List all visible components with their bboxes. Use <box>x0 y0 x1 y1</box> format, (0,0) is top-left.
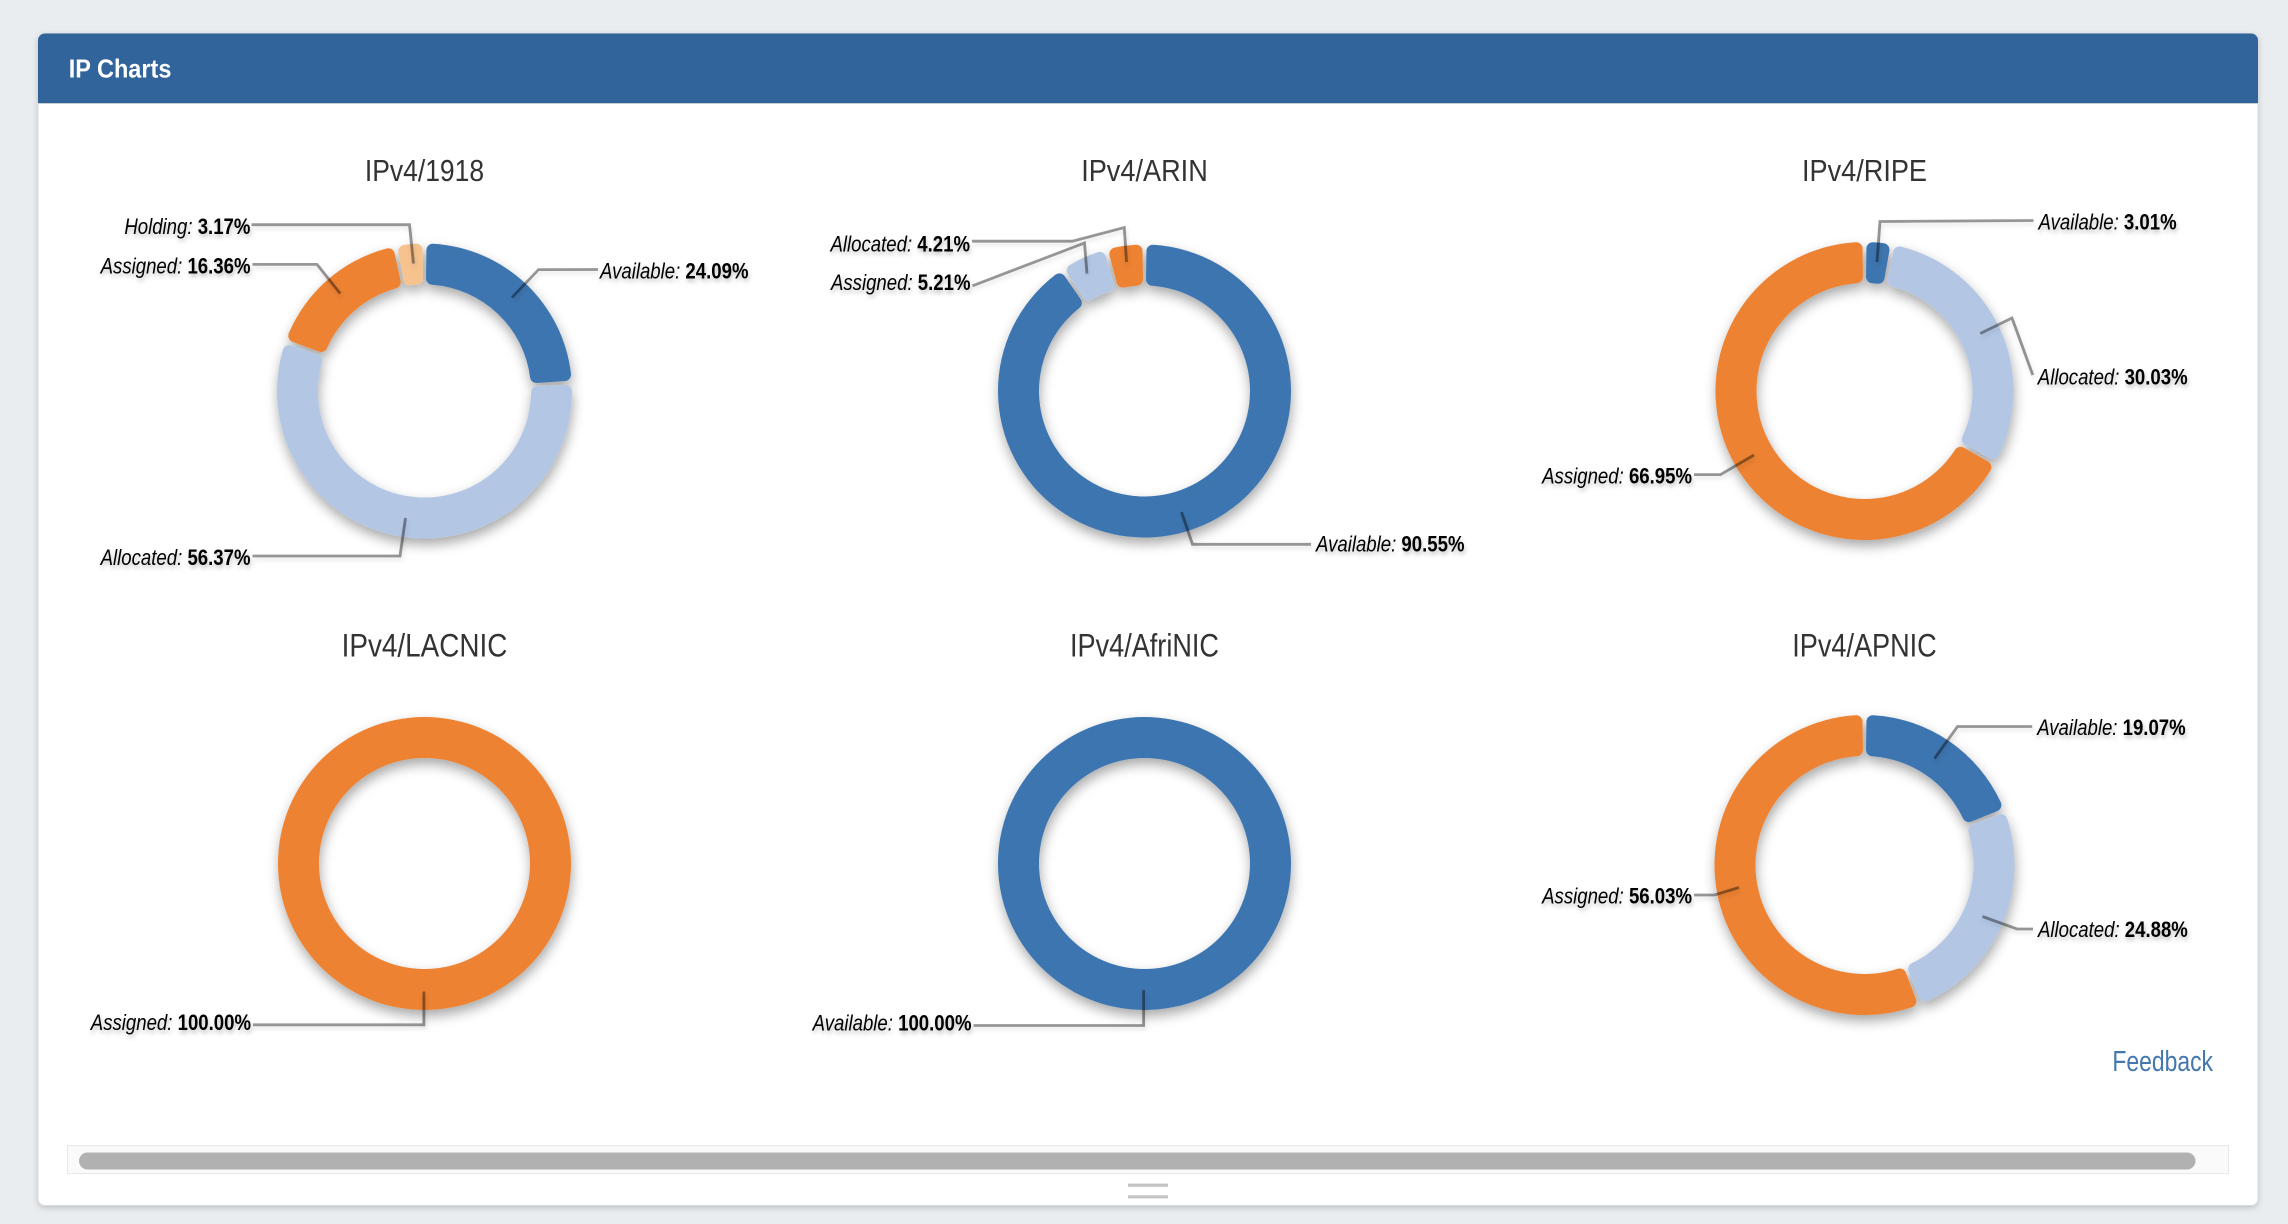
svg-text:Allocated:: Allocated: <box>829 232 912 257</box>
svg-text:90.55%: 90.55% <box>1401 532 1464 557</box>
svg-text:3.01%: 3.01% <box>2124 210 2177 235</box>
svg-text:IPv4/APNIC: IPv4/APNIC <box>1792 628 1937 664</box>
svg-text:24.09%: 24.09% <box>685 259 748 284</box>
svg-text:Allocated:: Allocated: <box>2036 917 2119 942</box>
svg-text:IPv4/LACNIC: IPv4/LACNIC <box>342 628 508 664</box>
svg-text:IP Charts: IP Charts <box>69 54 172 84</box>
svg-text:5.21%: 5.21% <box>918 270 971 295</box>
svg-text:Allocated:: Allocated: <box>99 545 182 570</box>
svg-text:IPv4/1918: IPv4/1918 <box>365 153 484 188</box>
svg-text:100.00%: 100.00% <box>898 1011 971 1036</box>
svg-text:24.88%: 24.88% <box>2125 917 2188 942</box>
svg-text:IPv4/ARIN: IPv4/ARIN <box>1081 153 1208 188</box>
svg-text:Assigned:: Assigned: <box>1540 884 1623 909</box>
svg-text:Available:: Available: <box>1314 532 1396 557</box>
svg-text:Assigned:: Assigned: <box>1540 464 1623 489</box>
svg-text:IPv4/RIPE: IPv4/RIPE <box>1802 153 1927 188</box>
svg-text:Assigned:: Assigned: <box>99 253 182 278</box>
svg-text:56.03%: 56.03% <box>1629 884 1692 909</box>
svg-text:Assigned:: Assigned: <box>829 270 912 295</box>
svg-text:100.00%: 100.00% <box>178 1010 251 1035</box>
svg-text:Available:: Available: <box>2036 715 2118 740</box>
svg-text:Assigned:: Assigned: <box>89 1010 172 1035</box>
svg-text:56.37%: 56.37% <box>187 545 250 570</box>
svg-text:3.17%: 3.17% <box>198 214 251 239</box>
svg-text:19.07%: 19.07% <box>2123 715 2186 740</box>
svg-text:Allocated:: Allocated: <box>2036 365 2119 390</box>
svg-text:Feedback: Feedback <box>2112 1046 2213 1078</box>
svg-text:16.36%: 16.36% <box>187 253 250 278</box>
svg-text:IPv4/AfriNIC: IPv4/AfriNIC <box>1070 628 1219 664</box>
svg-text:Available:: Available: <box>598 259 680 284</box>
svg-text:Holding:: Holding: <box>124 214 192 239</box>
svg-text:66.95%: 66.95% <box>1629 464 1692 489</box>
svg-text:30.03%: 30.03% <box>2125 365 2188 390</box>
svg-text:4.21%: 4.21% <box>917 232 970 257</box>
svg-text:Available:: Available: <box>2037 210 2119 235</box>
svg-text:Available:: Available: <box>811 1011 893 1036</box>
